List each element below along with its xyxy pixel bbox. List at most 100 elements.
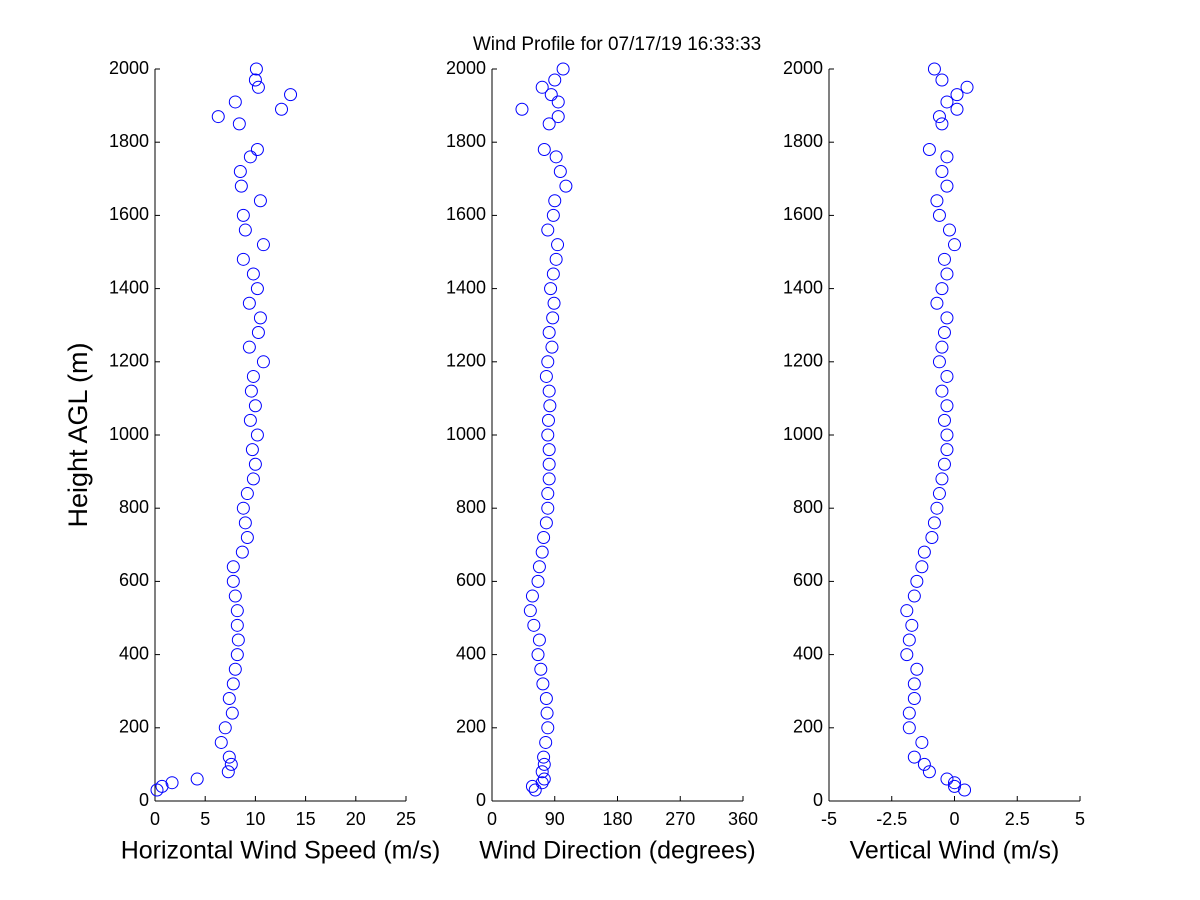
- x-tick-label: 15: [296, 809, 316, 829]
- point: [225, 706, 239, 720]
- point: [228, 662, 242, 676]
- point: [548, 73, 562, 87]
- point: [535, 765, 549, 779]
- point: [902, 633, 916, 647]
- point: [542, 472, 556, 486]
- point: [537, 530, 551, 544]
- point: [940, 369, 954, 383]
- point: [539, 516, 553, 530]
- point: [551, 110, 565, 124]
- y-tick-label: 1000: [109, 424, 149, 444]
- point: [556, 62, 570, 76]
- point: [537, 757, 551, 771]
- point: [935, 384, 949, 398]
- point: [527, 618, 541, 632]
- x-tick-label: 10: [245, 809, 265, 829]
- point: [950, 88, 964, 102]
- point: [245, 443, 259, 457]
- y-tick-label: 0: [476, 790, 486, 810]
- y-tick-label: 1400: [109, 277, 149, 297]
- point: [917, 757, 931, 771]
- point: [542, 457, 556, 471]
- point: [553, 164, 567, 178]
- y-tick-label: 600: [456, 570, 486, 590]
- point: [240, 487, 254, 501]
- point: [155, 779, 169, 793]
- point: [547, 296, 561, 310]
- point: [256, 238, 270, 252]
- point: [935, 164, 949, 178]
- point: [230, 618, 244, 632]
- y-tick-label: 400: [456, 643, 486, 663]
- x-tick-label: -2.5: [876, 809, 907, 829]
- point: [531, 648, 545, 662]
- point: [232, 117, 246, 131]
- point: [907, 677, 921, 691]
- point: [542, 384, 556, 398]
- point: [234, 179, 248, 193]
- point: [251, 326, 265, 340]
- point: [226, 560, 240, 574]
- point: [907, 750, 921, 764]
- point: [910, 574, 924, 588]
- point: [915, 735, 929, 749]
- point: [531, 574, 545, 588]
- y-tick-label: 800: [119, 497, 149, 517]
- point: [948, 776, 961, 790]
- point: [940, 399, 954, 413]
- y-tick-label: 2000: [109, 58, 149, 78]
- point: [240, 530, 254, 544]
- point: [940, 311, 954, 325]
- point: [922, 765, 936, 779]
- y-tick-label: 800: [456, 497, 486, 517]
- y-tick-label: 1400: [446, 277, 486, 297]
- point: [224, 757, 238, 771]
- x-tick-label: 5: [200, 809, 210, 829]
- point: [246, 472, 260, 486]
- y-tick-label: 1600: [446, 204, 486, 224]
- point: [900, 648, 914, 662]
- point: [940, 179, 954, 193]
- y-tick-label: 200: [456, 717, 486, 737]
- chart-title: Wind Profile for 07/17/19 16:33:33: [473, 34, 761, 55]
- point: [935, 282, 949, 296]
- x-tick-label: 90: [545, 809, 565, 829]
- point: [932, 110, 946, 124]
- point: [537, 772, 551, 786]
- x-tick-label: 5: [1075, 809, 1085, 829]
- point: [915, 560, 929, 574]
- point: [960, 80, 974, 94]
- point: [551, 238, 565, 252]
- point: [902, 721, 916, 735]
- point: [542, 443, 556, 457]
- point: [226, 574, 240, 588]
- x-tick-label: 270: [665, 809, 695, 829]
- point: [532, 633, 546, 647]
- point: [236, 208, 250, 222]
- x-tick-label: 20: [346, 809, 366, 829]
- point: [165, 776, 179, 790]
- point: [930, 194, 944, 208]
- point: [541, 721, 555, 735]
- y-tick-label: 1800: [446, 131, 486, 151]
- y-tick-label: 2000: [783, 58, 823, 78]
- point: [542, 117, 556, 131]
- point: [238, 223, 252, 237]
- point: [932, 208, 946, 222]
- point: [534, 662, 548, 676]
- point: [559, 179, 573, 193]
- point: [228, 589, 242, 603]
- point: [539, 735, 553, 749]
- point: [958, 783, 972, 797]
- point: [230, 648, 244, 662]
- point: [907, 692, 921, 706]
- point: [948, 238, 961, 252]
- point: [537, 143, 551, 157]
- x-axis-label: Wind Direction (degrees): [479, 837, 756, 865]
- point: [543, 399, 557, 413]
- point: [228, 95, 242, 109]
- point: [535, 545, 549, 559]
- point: [284, 88, 298, 102]
